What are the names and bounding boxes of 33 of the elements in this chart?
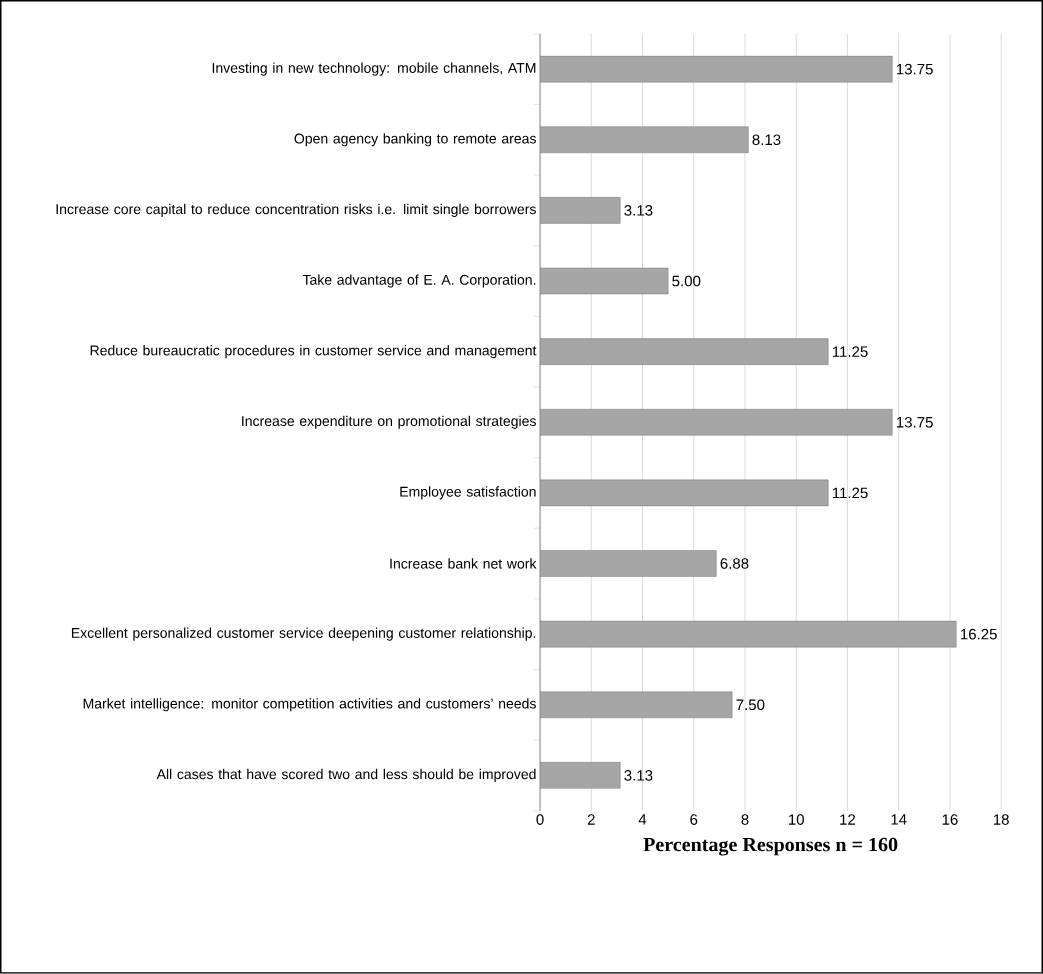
data-label: 3.13 bbox=[624, 205, 653, 216]
x-tick-label: 18 bbox=[993, 814, 1009, 825]
x-tick-label: 2 bbox=[587, 814, 595, 825]
y-tick-label: Reduce bureaucratic procedures in customer service and management bbox=[90, 345, 537, 359]
data-label: 6.88 bbox=[720, 558, 749, 569]
x-axis-title: Percentage Responses n = 160 bbox=[643, 837, 898, 856]
x-tick-label: 8 bbox=[741, 814, 749, 825]
x-tick-label: 6 bbox=[690, 814, 698, 825]
y-tick-label: Increase core capital to reduce concentration risks i.e. limit single borrowers bbox=[56, 203, 536, 217]
data-label: 13.75 bbox=[896, 63, 933, 75]
x-tick-label: 0 bbox=[536, 814, 544, 825]
data-label: 16.25 bbox=[961, 628, 997, 640]
y-tick-label: Employee satisfaction bbox=[400, 486, 536, 500]
data-label: 13.75 bbox=[896, 417, 933, 428]
x-tick-label: 4 bbox=[638, 814, 647, 825]
data-label: 11.25 bbox=[832, 346, 868, 358]
y-tick-label: Investing in new technology: mobile channels, ATM bbox=[212, 62, 536, 76]
data-label: 8.13 bbox=[752, 134, 781, 146]
y-tick-label: Market intelligence: monitor competition activities and customers’ needs bbox=[83, 698, 536, 712]
data-label: 5.00 bbox=[672, 275, 701, 287]
y-tick-label: Increase expenditure on promotional strategies bbox=[242, 415, 536, 429]
data-label: 3.13 bbox=[624, 770, 653, 781]
y-tick-label: Take advantage of E. A. Corporation. bbox=[302, 274, 536, 288]
y-tick-label: Increase bank net work bbox=[390, 558, 537, 569]
y-tick-label: All cases that have scored two and less should be improved bbox=[156, 768, 536, 782]
data-label: 11.25 bbox=[832, 487, 868, 499]
y-tick-label: Open agency banking to remote areas bbox=[294, 133, 536, 147]
x-tick-label: 10 bbox=[789, 814, 804, 825]
data-label: 7.50 bbox=[736, 699, 765, 711]
x-tick-label: 16 bbox=[942, 814, 958, 825]
x-tick-label: 12 bbox=[840, 814, 856, 825]
y-tick-label: Excellent personalized customer service deepening customer relationship. bbox=[71, 627, 536, 641]
x-tick-label: 14 bbox=[891, 814, 907, 825]
